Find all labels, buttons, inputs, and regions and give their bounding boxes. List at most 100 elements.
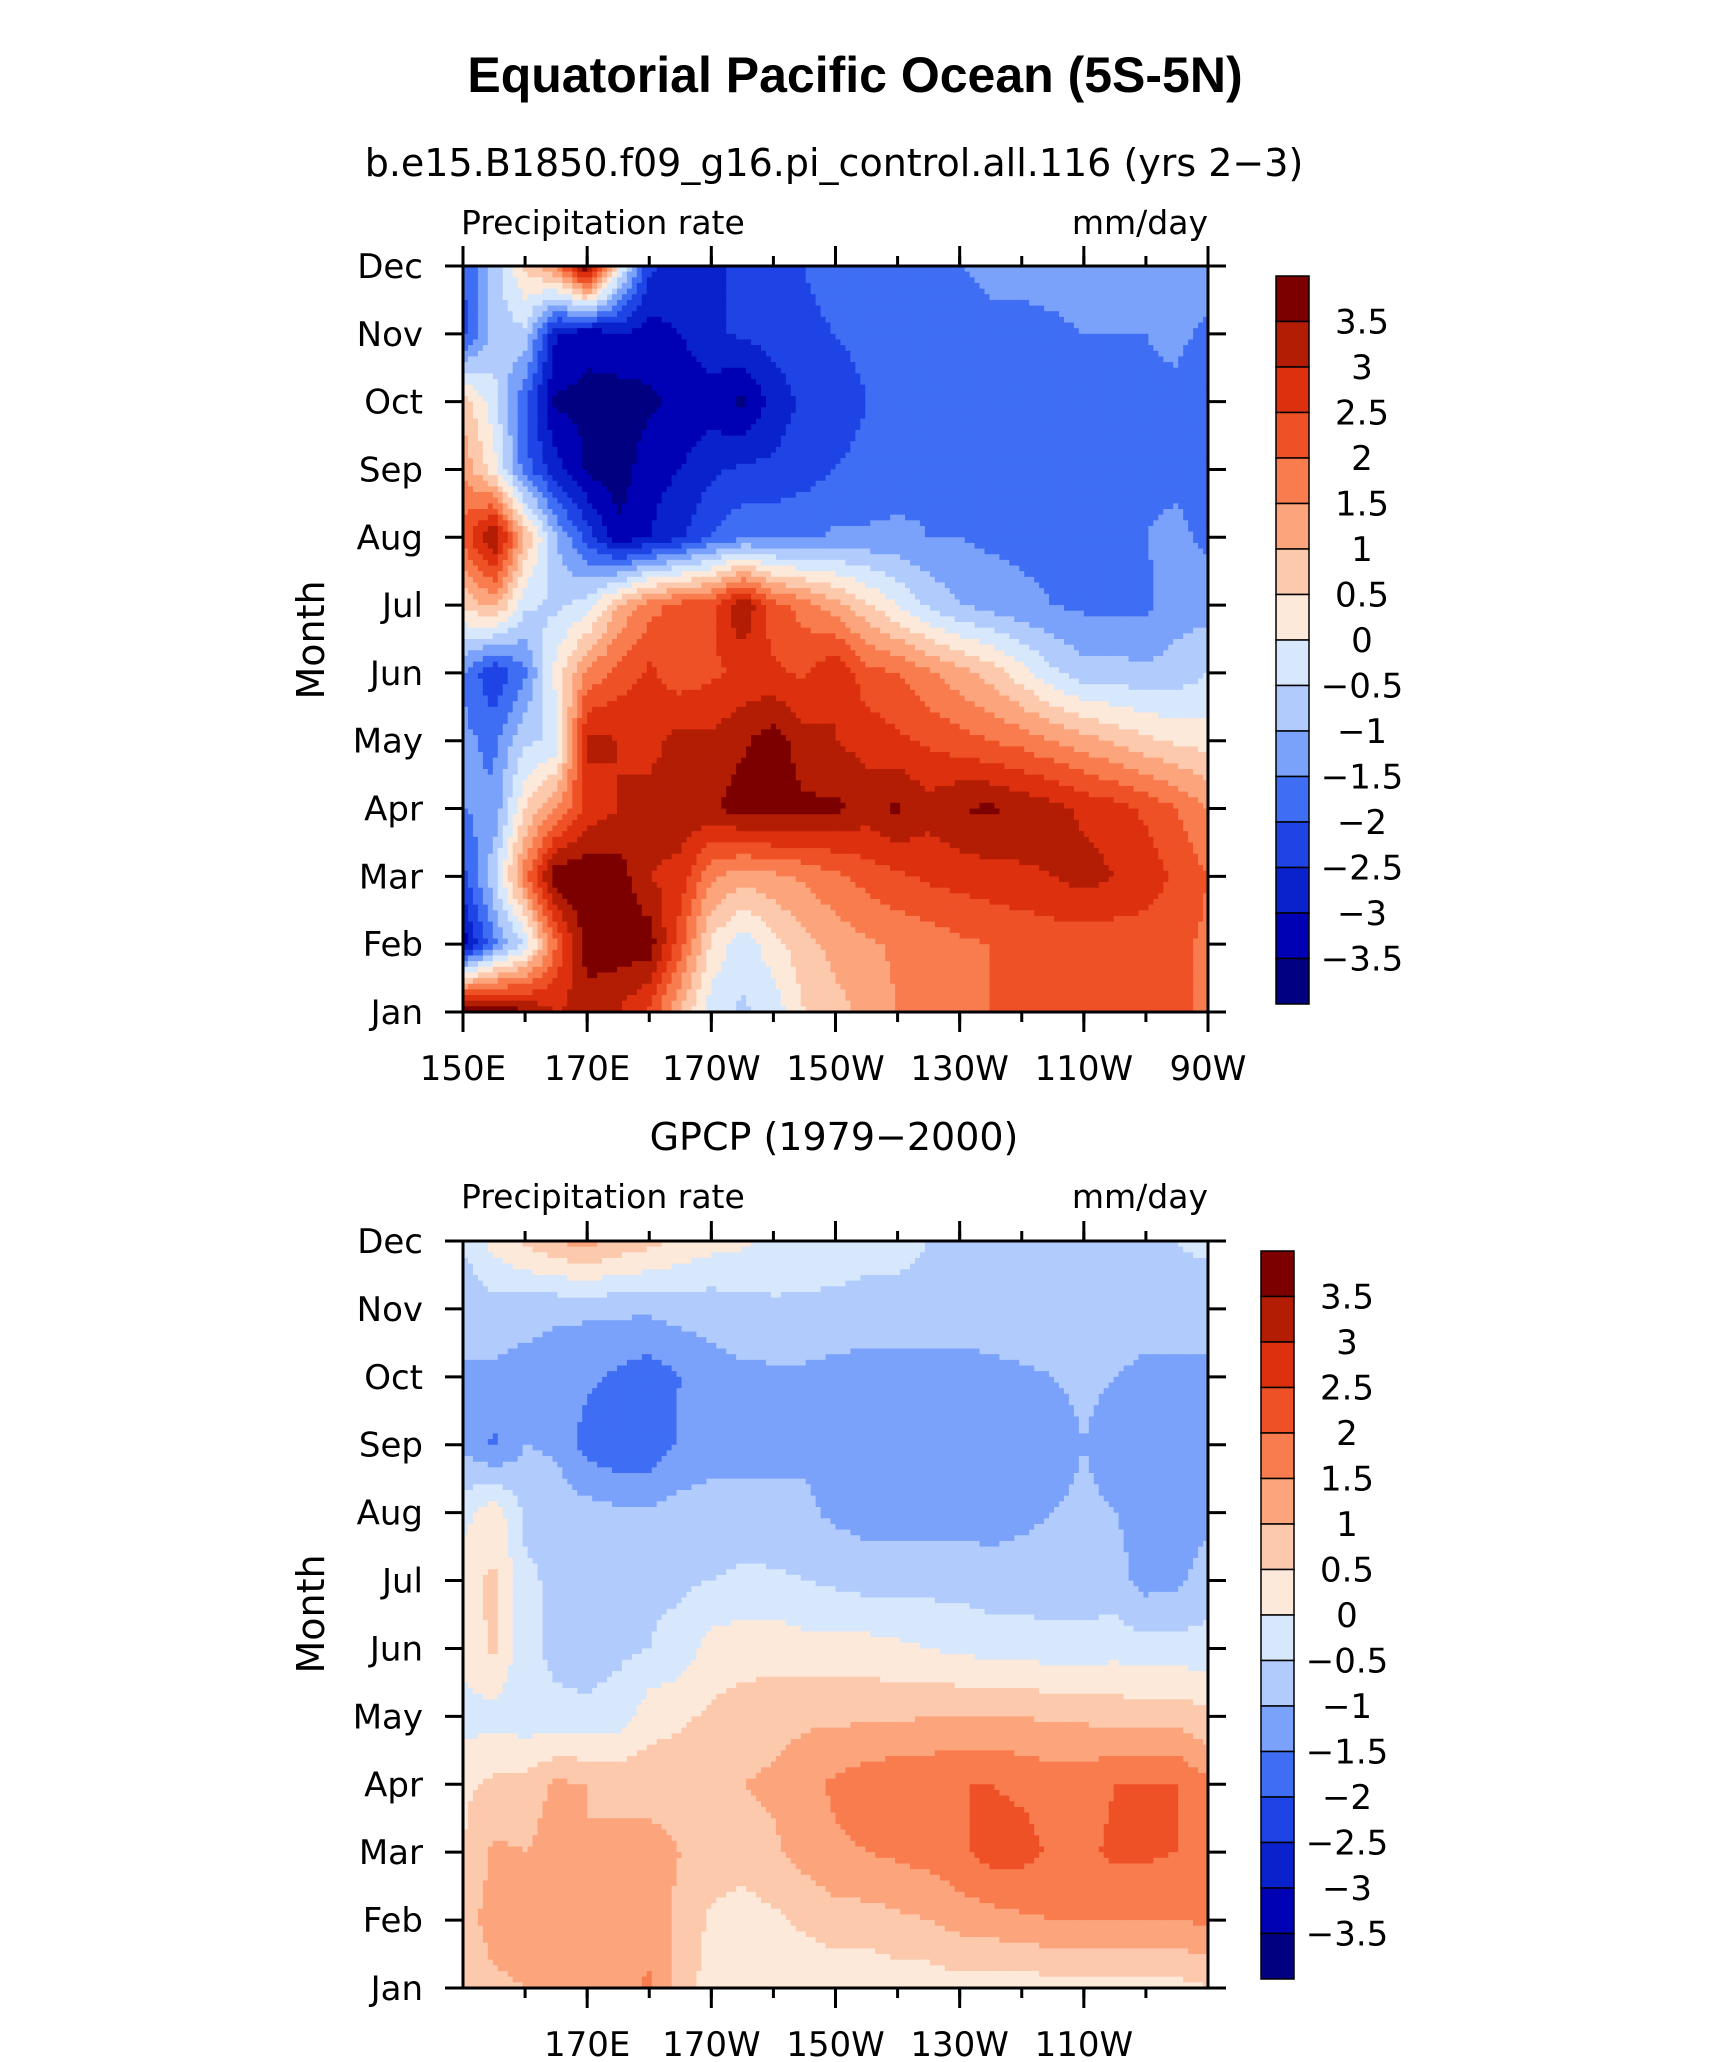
left-label: Precipitation rate <box>461 203 745 242</box>
y-tick-label: Aug <box>357 518 423 558</box>
colorbar-swatch <box>1276 731 1309 777</box>
colorbar-swatch <box>1261 1888 1294 1934</box>
y-tick-label: Apr <box>364 1765 423 1805</box>
colorbar-swatch <box>1261 1251 1294 1297</box>
y-tick-label: Jun <box>368 1629 423 1669</box>
x-tick-label: 170W <box>662 2025 761 2062</box>
colorbar-label: −0.5 <box>1321 667 1404 707</box>
colorbar-swatch <box>1261 1843 1294 1889</box>
colorbar: 3.532.521.510.50−0.5−1−1.5−2−2.5−3−3.5 <box>1261 1251 1388 1979</box>
x-tick-label: 150E <box>420 1049 506 1089</box>
x-tick-label: 110W <box>1035 2025 1134 2062</box>
colorbar-label: −2 <box>1337 803 1387 843</box>
colorbar-label: −1.5 <box>1321 758 1404 798</box>
colorbar-swatch <box>1276 322 1309 368</box>
y-tick-label: Jul <box>380 586 423 626</box>
colorbar-swatch <box>1276 959 1309 1005</box>
colorbar-label: 0.5 <box>1335 576 1389 616</box>
colorbar-swatch <box>1276 276 1309 322</box>
colorbar-swatch <box>1276 595 1309 641</box>
colorbar-swatch <box>1276 822 1309 868</box>
x-tick-label: 110W <box>1035 1049 1134 1089</box>
colorbar-swatch <box>1261 1479 1294 1525</box>
units-label: mm/day <box>1072 1177 1208 1216</box>
colorbar-swatch <box>1261 1524 1294 1570</box>
y-tick-label: Oct <box>364 383 423 423</box>
x-tick-label: 170W <box>662 1049 761 1089</box>
colorbar-swatch <box>1276 504 1309 550</box>
colorbar-label: 0 <box>1336 1596 1358 1636</box>
y-axis-title: Month <box>289 580 333 699</box>
y-tick-label: Jul <box>380 1562 423 1602</box>
y-tick-label: Feb <box>363 1901 423 1941</box>
colorbar-swatch <box>1276 458 1309 504</box>
colorbar-label: −2 <box>1322 1778 1372 1818</box>
panel-observations: GPCP (1979−2000) Precipitation rate mm/d… <box>289 1115 1388 2062</box>
colorbar-label: −3.5 <box>1321 940 1404 980</box>
y-tick-label: Sep <box>359 450 423 490</box>
x-tick-label: 130W <box>910 2025 1009 2062</box>
colorbar-label: 3.5 <box>1335 303 1389 343</box>
colorbar-label: −3 <box>1337 894 1387 934</box>
colorbar-label: 3 <box>1351 348 1373 388</box>
colorbar-label: −2.5 <box>1306 1824 1389 1864</box>
colorbar-label: 1.5 <box>1335 485 1389 525</box>
colorbar-swatch <box>1261 1388 1294 1434</box>
x-tick-label: 90W <box>1170 1049 1247 1089</box>
y-tick-label: Mar <box>359 1833 423 1873</box>
colorbar-label: −3 <box>1322 1869 1372 1909</box>
y-tick-label: Nov <box>357 315 423 355</box>
colorbar-label: 2.5 <box>1320 1369 1374 1409</box>
colorbar-label: 2 <box>1351 439 1373 479</box>
heatmap-field <box>463 266 1209 1013</box>
colorbar-swatch <box>1261 1342 1294 1388</box>
y-tick-label: Oct <box>364 1358 423 1398</box>
x-tick-label: 150W <box>786 1049 885 1089</box>
colorbar-swatch <box>1276 686 1309 732</box>
colorbar-label: 0.5 <box>1320 1551 1374 1591</box>
colorbar-swatch <box>1276 913 1309 959</box>
colorbar-swatch <box>1276 777 1309 823</box>
y-tick-label: Dec <box>357 247 423 287</box>
colorbar-swatch <box>1261 1934 1294 1980</box>
y-axis-title: Month <box>289 1554 333 1673</box>
colorbar-label: −1 <box>1337 712 1387 752</box>
panel-model: b.e15.B1850.f09_g16.pi_control.all.116 (… <box>289 141 1403 1089</box>
colorbar-label: 0 <box>1351 621 1373 661</box>
colorbar-swatch <box>1261 1433 1294 1479</box>
colorbar-label: 1 <box>1351 530 1373 570</box>
y-tick-label: Nov <box>357 1290 423 1330</box>
left-label: Precipitation rate <box>461 1177 745 1216</box>
colorbar-label: 1 <box>1336 1505 1358 1545</box>
colorbar-swatch <box>1276 549 1309 595</box>
x-tick-label: 170E <box>544 1049 630 1089</box>
colorbar-swatch <box>1261 1661 1294 1707</box>
colorbar-swatch <box>1276 413 1309 459</box>
y-tick-label: Mar <box>359 857 423 897</box>
heatmap-field <box>463 1241 1209 1989</box>
units-label: mm/day <box>1072 203 1208 242</box>
x-tick-label: 150W <box>786 2025 885 2062</box>
colorbar-label: −1.5 <box>1306 1733 1389 1773</box>
colorbar-swatch <box>1276 367 1309 413</box>
colorbar-swatch <box>1261 1752 1294 1798</box>
y-tick-label: Feb <box>363 925 423 965</box>
colorbar-label: 1.5 <box>1320 1460 1374 1500</box>
colorbar-swatch <box>1261 1570 1294 1616</box>
colorbar-label: 2.5 <box>1335 394 1389 434</box>
y-tick-label: Jan <box>369 1969 423 2009</box>
colorbar-label: −2.5 <box>1321 849 1404 889</box>
colorbar-label: 3.5 <box>1320 1278 1374 1318</box>
y-tick-label: Jan <box>369 993 423 1033</box>
y-tick-label: Apr <box>364 790 423 830</box>
colorbar-label: 2 <box>1336 1414 1358 1454</box>
colorbar: 3.5 3 2.5 2 1.5 1 0.5 0 −0.5 −1 −1.5 −2 −2.5 −3 −3.5 <box>1276 276 1403 1004</box>
y-tick-label: Jun <box>368 654 423 694</box>
figure-title: Equatorial Pacific Ocean (5S-5N) <box>467 47 1242 103</box>
colorbar-swatch <box>1261 1615 1294 1661</box>
panel-subtitle: GPCP (1979−2000) <box>650 1115 1019 1159</box>
y-tick-label: Aug <box>357 1494 423 1534</box>
panel-subtitle: b.e15.B1850.f09_g16.pi_control.all.116 (… <box>365 141 1304 185</box>
y-tick-label: Dec <box>357 1222 423 1262</box>
